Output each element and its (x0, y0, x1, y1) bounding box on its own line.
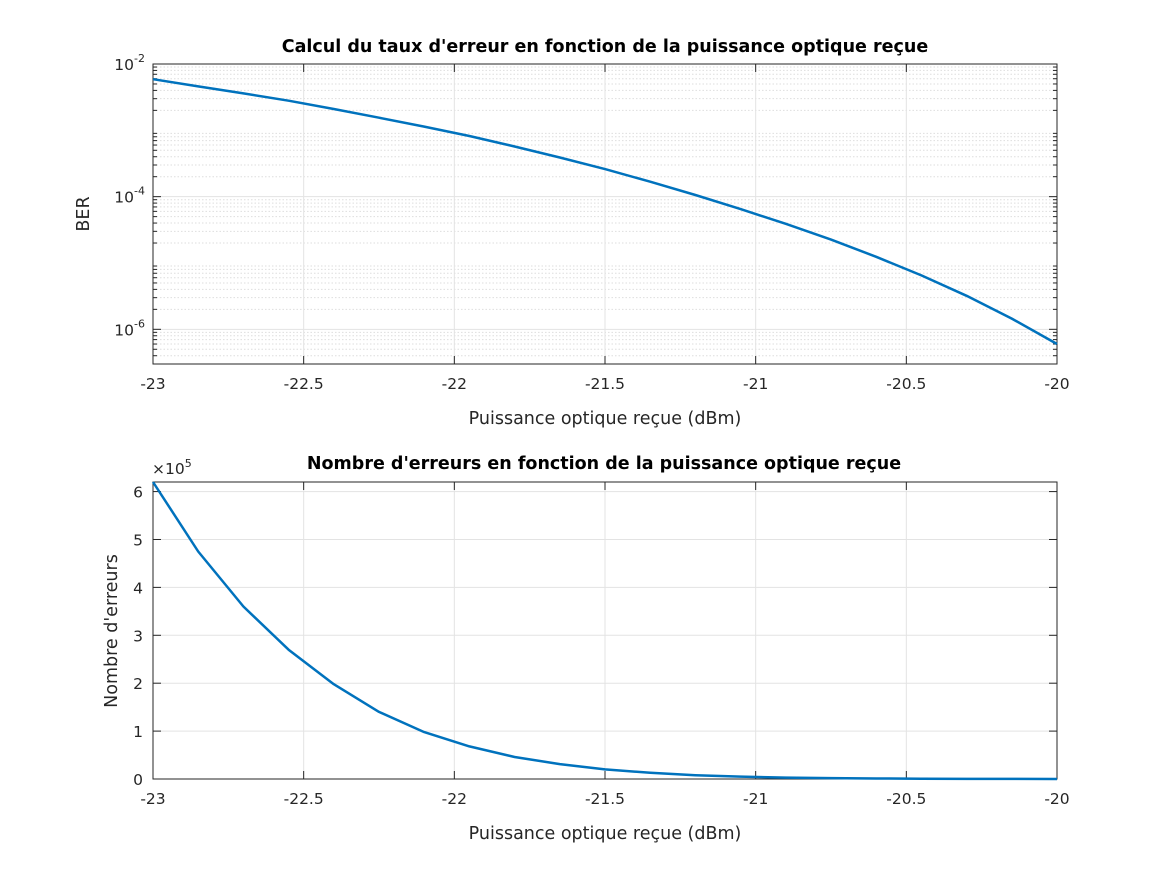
errors-y-axis-label: Nombre d'erreurs (102, 554, 122, 708)
y-tick-label: 4 (133, 579, 143, 597)
errors-y-multiplier: ×105 (152, 457, 192, 478)
ber-xtick-labels: -23 -22.5 -22 -21.5 -21 -20.5 -20 (140, 375, 1069, 393)
x-tick-label: -20.5 (886, 375, 926, 393)
y-tick-label: 2 (133, 675, 143, 693)
errors-chart-title: Nombre d'erreurs en fonction de la puiss… (307, 454, 901, 474)
ber-plot: -23 -22.5 -22 -21.5 -21 -20.5 -20 10-6 10-4 10-2… (74, 37, 1070, 429)
x-tick-label: -21 (743, 375, 768, 393)
multiplier-prefix: ×10 (152, 460, 185, 478)
multiplier-exponent: 5 (185, 457, 192, 470)
ber-series-line (152, 77, 1058, 346)
y-tick-label: 6 (133, 484, 143, 502)
y-tick-label: 3 (133, 627, 143, 645)
y-tick-label: 10-4 (114, 185, 145, 207)
x-tick-label: -20 (1044, 790, 1069, 808)
y-tick-label: 10-6 (114, 317, 145, 339)
ber-chart-title: Calcul du taux d'erreur en fonction de l… (282, 37, 929, 57)
x-tick-label: -21.5 (585, 375, 625, 393)
x-tick-label: -20 (1044, 375, 1069, 393)
x-tick-label: -21 (743, 790, 768, 808)
y-tick-label: 0 (133, 771, 143, 789)
errors-grid (152, 482, 1058, 780)
errors-xtick-labels: -23 -22.5 -22 -21.5 -21 -20.5 -20 (140, 790, 1069, 808)
ber-ticks (152, 63, 1058, 365)
x-tick-label: -21.5 (585, 790, 625, 808)
x-tick-label: -20.5 (886, 790, 926, 808)
errors-series-line (151, 481, 1058, 781)
x-tick-label: -23 (140, 790, 165, 808)
y-tick-label: 1 (133, 723, 143, 741)
y-tick-label: 10-2 (114, 52, 145, 74)
x-tick-label: -22 (442, 375, 467, 393)
x-tick-label: -22.5 (284, 375, 324, 393)
y-tick-label: 5 (133, 531, 143, 549)
x-tick-label: -22 (442, 790, 467, 808)
x-tick-label: -23 (140, 375, 165, 393)
x-tick-label: -22.5 (284, 790, 324, 808)
errors-ytick-labels: 0 1 2 3 4 5 6 (133, 484, 143, 789)
ber-ytick-labels: 10-6 10-4 10-2 (114, 52, 145, 339)
errors-x-axis-label: Puissance optique reçue (dBm) (469, 824, 742, 844)
ber-x-axis-label: Puissance optique reçue (dBm) (469, 409, 742, 429)
ber-y-axis-label: BER (74, 196, 94, 231)
